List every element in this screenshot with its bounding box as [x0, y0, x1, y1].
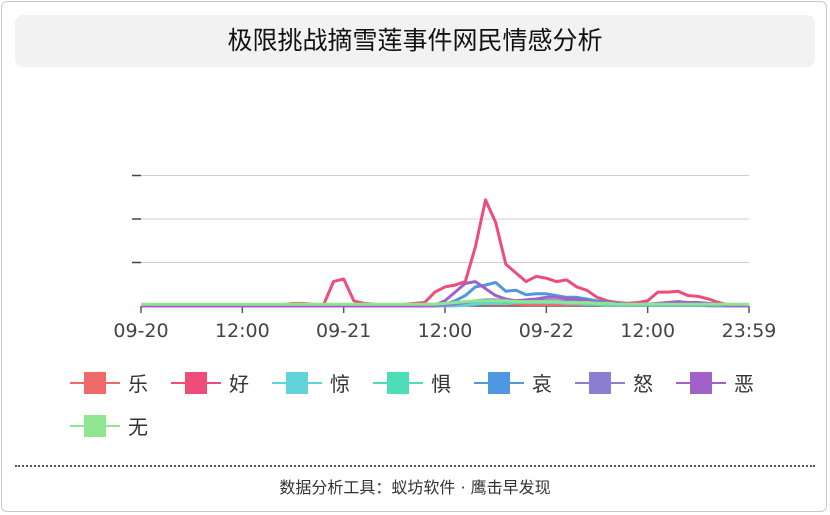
footer-divider — [15, 465, 815, 467]
x-tick-label: 09-20 — [113, 320, 168, 342]
x-tick-label: 12:00 — [215, 320, 270, 342]
legend-swatch — [488, 372, 510, 394]
legend-label: 怒 — [633, 372, 653, 396]
series-line — [141, 198, 749, 307]
x-tick-label: 09-22 — [519, 320, 574, 342]
x-tick-label: 09-21 — [316, 320, 371, 342]
x-tick-label: 12:00 — [418, 320, 473, 342]
legend-swatch — [286, 372, 308, 394]
title-bar: 极限挑战摘雪莲事件网民情感分析 — [15, 15, 815, 67]
x-tick-label: 23:59 — [722, 320, 777, 342]
legend-label: 好 — [229, 372, 249, 396]
legend-label: 惧 — [431, 372, 451, 396]
legend-swatch — [84, 415, 106, 437]
legend-label: 无 — [128, 415, 148, 439]
legend-label: 哀 — [532, 372, 552, 396]
legend-item[interactable]: 无 — [70, 415, 148, 439]
legend-item[interactable]: 恶 — [676, 372, 754, 396]
legend-label: 乐 — [128, 372, 148, 396]
footer-credit: 数据分析工具：蚁坊软件 · 鹰击早发现 — [279, 478, 551, 497]
legend-swatch — [84, 372, 106, 394]
legend-item[interactable]: 哀 — [474, 372, 552, 396]
legend-item[interactable]: 惊 — [272, 372, 350, 396]
series-layer — [141, 198, 749, 308]
legend[interactable]: 乐 好 惊 惧 哀 怒 恶无 — [70, 372, 754, 439]
legend-item[interactable]: 怒 — [575, 372, 653, 396]
legend-label: 惊 — [330, 372, 350, 396]
x-tick-label: 12:00 — [620, 320, 675, 342]
legend-swatch — [387, 372, 409, 394]
grid-layer — [132, 174, 749, 264]
legend-swatch — [589, 372, 611, 394]
legend-swatch — [185, 372, 207, 394]
legend-swatch — [690, 372, 712, 394]
legend-item[interactable]: 惧 — [373, 372, 451, 396]
legend-label: 恶 — [734, 372, 754, 396]
x-axis: 09-20 12:00 09-21 12:00 09-22 12:00 23:59 — [113, 305, 777, 342]
series-line — [141, 299, 749, 306]
legend-item[interactable]: 好 — [171, 372, 249, 396]
legend-item[interactable]: 乐 — [70, 372, 148, 396]
chart-title: 极限挑战摘雪莲事件网民情感分析 — [227, 26, 603, 55]
